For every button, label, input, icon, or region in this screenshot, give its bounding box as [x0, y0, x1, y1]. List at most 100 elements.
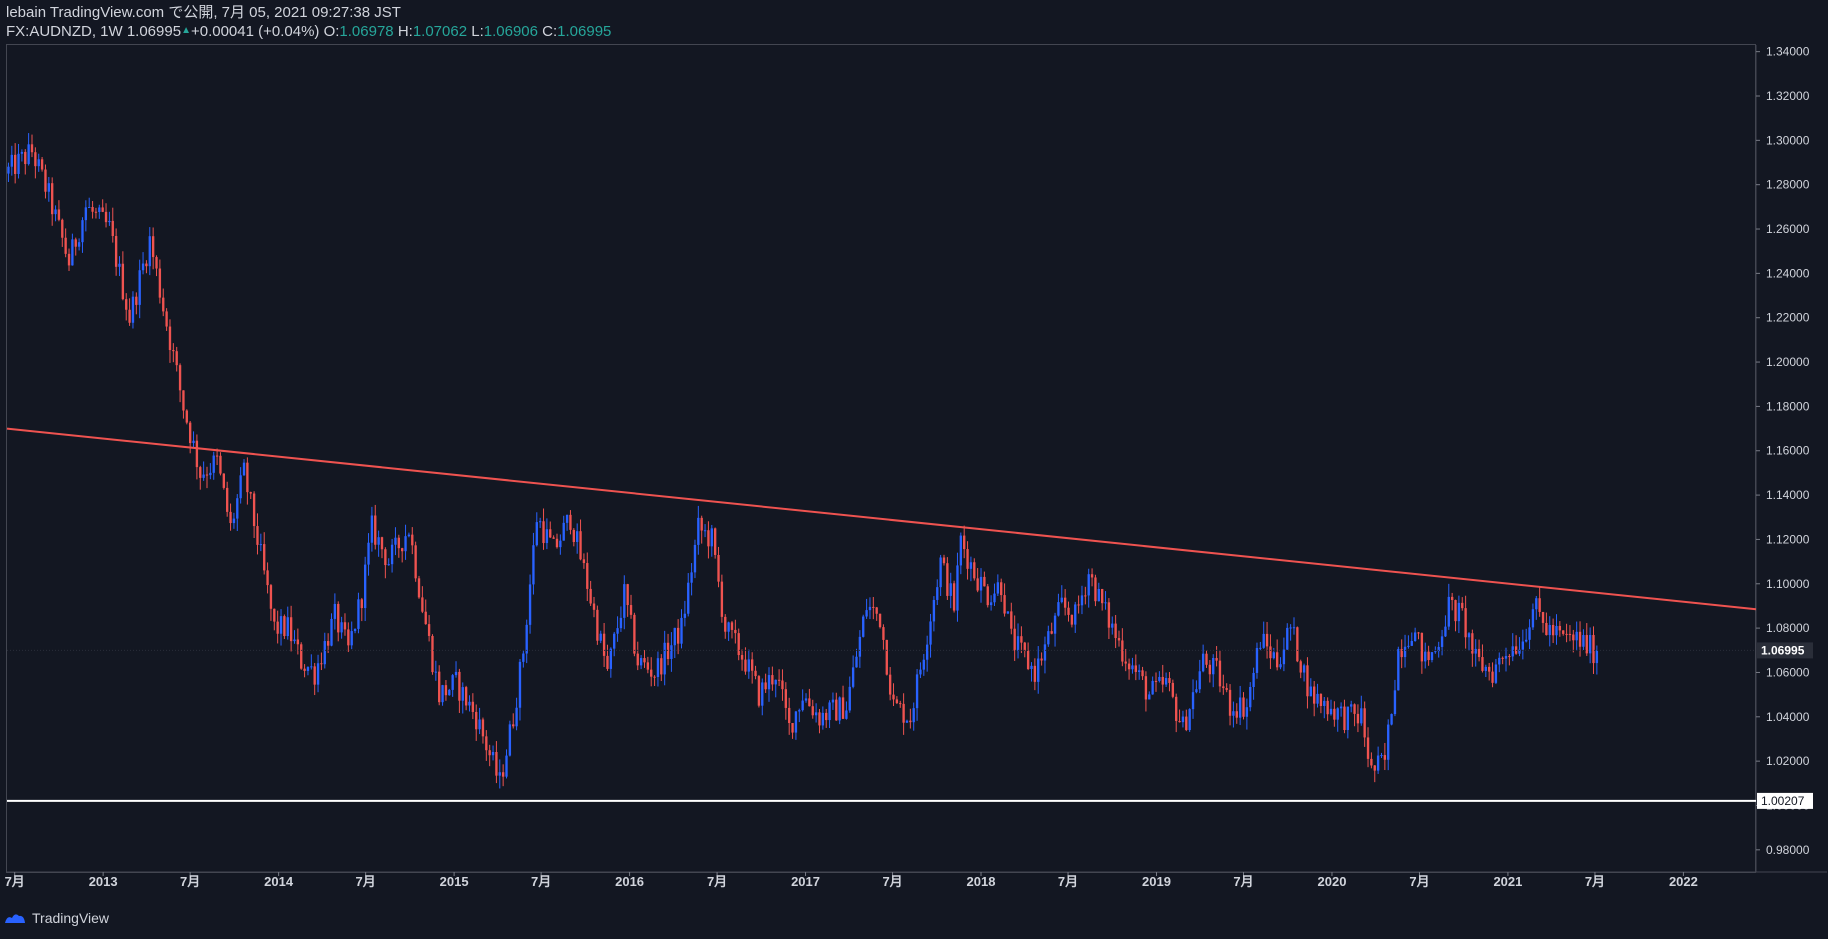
candle-down [1568, 633, 1572, 635]
candle-down [125, 299, 128, 310]
candle-up [242, 462, 246, 476]
candle-down [488, 750, 491, 756]
candle-up [559, 540, 562, 548]
trendline[interactable] [6, 427, 1757, 611]
candle-up [996, 582, 1000, 594]
candle-up [1249, 687, 1252, 708]
candle-down [1488, 666, 1491, 672]
candle-up [1289, 627, 1292, 629]
candle-up [441, 685, 444, 703]
candle-down [1400, 649, 1403, 658]
candle-down [1299, 661, 1302, 673]
candle-up [451, 675, 454, 690]
candle-up [1043, 644, 1047, 661]
candle-down [1050, 631, 1053, 634]
candle-up [1588, 634, 1592, 654]
candle-down [1228, 689, 1232, 716]
candle-up [212, 455, 215, 473]
candle-up [1528, 627, 1531, 640]
candle-up [1272, 652, 1275, 659]
candle-down [1185, 716, 1188, 731]
candle-up [1484, 666, 1487, 671]
candle-up [912, 708, 915, 723]
candle-down [825, 712, 828, 721]
candle-up [1447, 596, 1450, 627]
candle-down [74, 239, 77, 247]
candle-up [461, 687, 464, 701]
candle-down [1296, 627, 1299, 662]
candle-up [1259, 647, 1262, 649]
candle-up [774, 679, 777, 685]
x-tick-label: 2019 [1142, 874, 1171, 889]
candle-down [730, 622, 734, 630]
x-tick-label: 2018 [967, 874, 996, 889]
candle-up [1555, 625, 1558, 636]
candle-down [1383, 755, 1387, 760]
candle-down [1175, 696, 1178, 722]
candle-down [256, 526, 259, 545]
candle-up [993, 593, 996, 603]
candle-down [1565, 633, 1568, 635]
candle-down [811, 706, 814, 716]
candle-up [1252, 672, 1255, 688]
x-tick-label: 2021 [1493, 874, 1522, 889]
candle-down [737, 633, 740, 656]
y-tick-label: 1.14000 [1766, 488, 1810, 502]
candle-up [286, 617, 289, 637]
candle-up [1060, 597, 1063, 603]
candle-down [643, 658, 646, 663]
candle-down [30, 144, 34, 153]
candle-up [1397, 649, 1400, 691]
candle-up [27, 144, 30, 165]
candle-down [1178, 721, 1181, 723]
candle-up [330, 618, 333, 646]
y-tick-label: 1.04000 [1766, 710, 1810, 724]
candle-up [683, 613, 687, 618]
candle-up [518, 661, 522, 708]
candle-up [1262, 633, 1265, 648]
candle-up [862, 616, 865, 637]
x-tick-label: 2013 [89, 874, 118, 889]
candle-up [1511, 646, 1514, 657]
candle-up [1080, 595, 1084, 606]
candle-down [872, 606, 875, 608]
candle-up [855, 656, 858, 668]
y-tick-label: 1.10000 [1766, 577, 1810, 591]
candle-up [279, 616, 283, 634]
candle-up [949, 583, 952, 596]
candle-down [165, 311, 168, 327]
candle-up [1410, 640, 1413, 646]
candle-down [764, 682, 767, 690]
candle-down [162, 297, 165, 312]
candle-up [1467, 633, 1471, 638]
candle-up [367, 542, 370, 565]
candle-up [710, 528, 713, 547]
candle-up [1255, 648, 1259, 673]
candle-up [1525, 639, 1528, 642]
candle-down [1205, 653, 1208, 665]
candle-up [1518, 649, 1521, 654]
candle-up [532, 545, 535, 585]
candle-down [892, 694, 895, 700]
candle-up [1201, 653, 1205, 672]
candle-down [1373, 765, 1376, 771]
candle-down [1592, 634, 1595, 664]
candle-up [868, 606, 872, 611]
candle-down [1100, 588, 1104, 604]
candle-up [37, 159, 40, 167]
candle-down [512, 724, 515, 727]
candle-up [1232, 711, 1235, 716]
candle-up [10, 154, 13, 167]
candle-down [1427, 651, 1430, 661]
candle-down [182, 390, 185, 411]
candle-down [542, 521, 545, 544]
candle-down [249, 492, 252, 494]
candle-down [895, 699, 899, 704]
candle-down [1063, 597, 1067, 608]
candle-down [579, 531, 582, 560]
candle-down [101, 207, 104, 212]
candle-down [717, 554, 720, 582]
candle-up [1413, 632, 1417, 641]
candle-up [1494, 664, 1498, 683]
